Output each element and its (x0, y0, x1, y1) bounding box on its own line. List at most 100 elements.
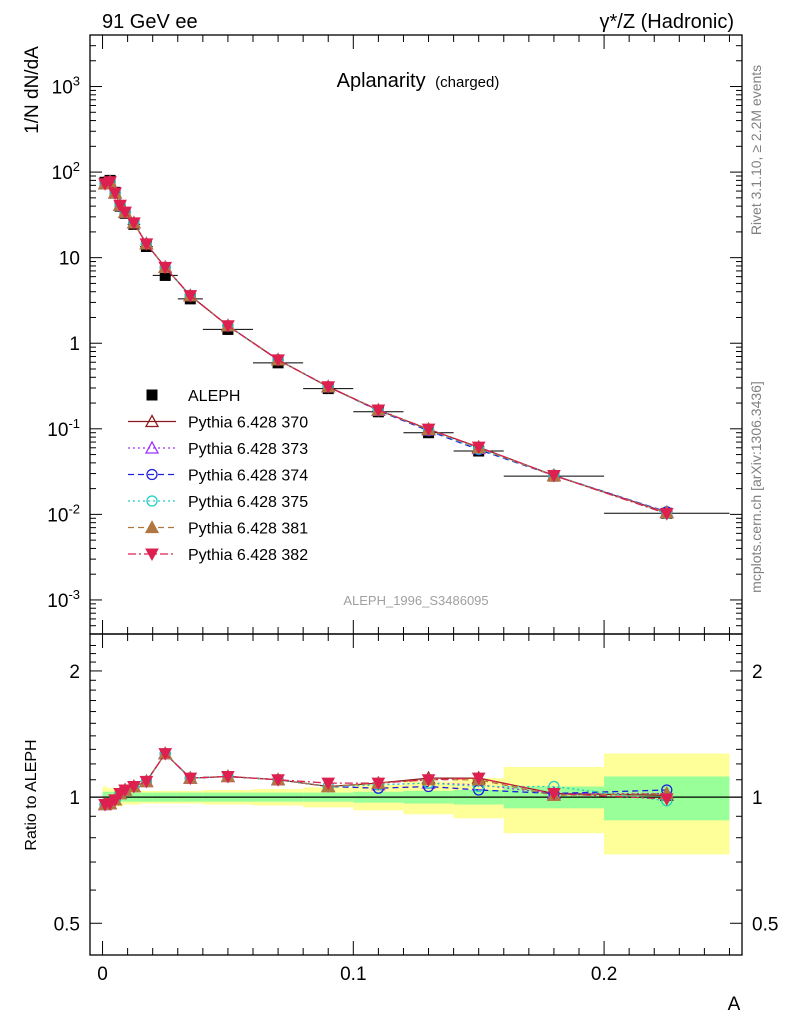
header-left: 91 GeV ee (102, 11, 198, 33)
title-sub: (charged) (435, 74, 499, 91)
analysis-watermark: ALEPH_1996_S3486095 (343, 593, 488, 608)
legend-entry: Pythia 6.428 374 (128, 468, 308, 485)
series-line (104, 180, 667, 514)
axes: 10-3 10-2 10-1 1 10 102 103 0.5 0.5 1 1 2 2 0 0.1 0.2 (47, 34, 778, 985)
data-point (659, 508, 674, 521)
data-point (271, 774, 285, 787)
y-tick-label: 10 (59, 249, 80, 270)
series-line (104, 180, 667, 515)
ratio-y-tick-label-left: 1 (69, 788, 80, 809)
x-axis-label: A (728, 994, 741, 1015)
data-point (221, 770, 235, 784)
ratio-uncertainty-bands (90, 753, 742, 855)
legend-label: Pythia 6.428 373 (188, 441, 308, 458)
data-point (139, 238, 154, 251)
data-point (144, 414, 160, 428)
legend-label: Pythia 6.428 370 (188, 415, 308, 432)
data-point (421, 423, 436, 437)
plot-title: Aplanarity (charged) (337, 70, 500, 92)
data-point (113, 199, 127, 213)
data-point (659, 793, 674, 806)
x-tick-label: 0.1 (340, 964, 366, 985)
series-layer (97, 174, 730, 812)
data-point (158, 261, 173, 275)
y-tick-label: 103 (52, 74, 80, 99)
y-tick-label: 1 (69, 334, 80, 355)
main-y-axis-label: 1/N dN/dA (22, 46, 43, 134)
main-series (97, 174, 674, 519)
data-point (108, 187, 122, 201)
ratio-y-tick-label-right: 0.5 (752, 914, 778, 935)
mcplots-info: mcplots.cern.ch [arXiv:1306.3436] (748, 381, 764, 593)
header-right: γ*/Z (Hadronic) (600, 11, 734, 33)
data-point (471, 772, 486, 786)
series-line (104, 180, 667, 515)
data-point (108, 794, 122, 807)
data-point (146, 495, 158, 507)
data-point (183, 290, 198, 303)
legend: ALEPH Pythia 6.428 370 Pythia 6.428 373 Pyt… (128, 388, 308, 564)
data-point (118, 784, 132, 798)
data-point (321, 777, 336, 791)
main-series (99, 176, 673, 520)
data-point (371, 777, 386, 791)
data-point (146, 468, 158, 481)
main-series (98, 176, 674, 521)
data-point (371, 404, 386, 418)
data-point (321, 381, 336, 394)
data-point (158, 748, 173, 761)
data-point (547, 787, 561, 801)
data-point (421, 774, 436, 787)
legend-label: ALEPH (188, 388, 240, 405)
legend-entry: Pythia 6.428 373 (128, 440, 308, 458)
data-point (127, 217, 141, 230)
rivet-info: Rivet 3.1.10, ≥ 2.2M events (748, 65, 764, 235)
series-line (104, 180, 667, 514)
data-point (159, 269, 171, 281)
series-line (104, 180, 667, 513)
legend-entry: ALEPH (146, 388, 240, 405)
legend-entry: Pythia 6.428 381 (128, 520, 308, 538)
data-point (183, 772, 198, 786)
main-series (97, 174, 674, 518)
legend-label: Pythia 6.428 381 (188, 521, 308, 538)
data-point (144, 520, 160, 534)
panel-frames (89, 34, 743, 956)
ratio-line (104, 752, 667, 806)
ratio-series (98, 748, 674, 812)
series-line (104, 180, 667, 513)
data-point (146, 389, 158, 401)
data-point (221, 320, 235, 333)
ratio-y-tick-label-left: 0.5 (54, 914, 80, 935)
ratio-y-tick-label-right: 1 (752, 788, 763, 809)
x-tick-label: 0.2 (591, 964, 617, 985)
data-point (144, 440, 160, 454)
ratio-y-axis-label: Ratio to ALEPH (23, 739, 40, 850)
data-point (139, 775, 154, 789)
legend-entry: Pythia 6.428 382 (128, 547, 308, 564)
x-tick-label: 0 (97, 964, 108, 985)
main-panel-frame (89, 34, 743, 635)
legend-label: Pythia 6.428 375 (188, 494, 308, 511)
main-series (97, 174, 674, 519)
y-tick-label: 10-2 (47, 501, 80, 526)
y-tick-label: 10-1 (47, 416, 80, 441)
data-point (547, 469, 561, 483)
legend-entry: Pythia 6.428 370 (128, 414, 308, 432)
title-main: Aplanarity (337, 70, 426, 92)
y-tick-label: 10-3 (47, 587, 80, 612)
legend-label: Pythia 6.428 374 (188, 468, 308, 485)
ratio-panel-frame (89, 633, 743, 956)
data-point (271, 354, 285, 367)
ratio-y-tick-label-right: 2 (752, 662, 763, 683)
legend-entry: Pythia 6.428 375 (128, 494, 308, 511)
main-series (99, 176, 673, 518)
data-point (145, 548, 159, 562)
data-point (471, 441, 486, 455)
data-point (118, 206, 132, 220)
data-point (103, 176, 117, 189)
data-point (127, 780, 141, 794)
ratio-y-tick-label-left: 2 (69, 662, 80, 683)
legend-label: Pythia 6.428 382 (188, 547, 308, 564)
